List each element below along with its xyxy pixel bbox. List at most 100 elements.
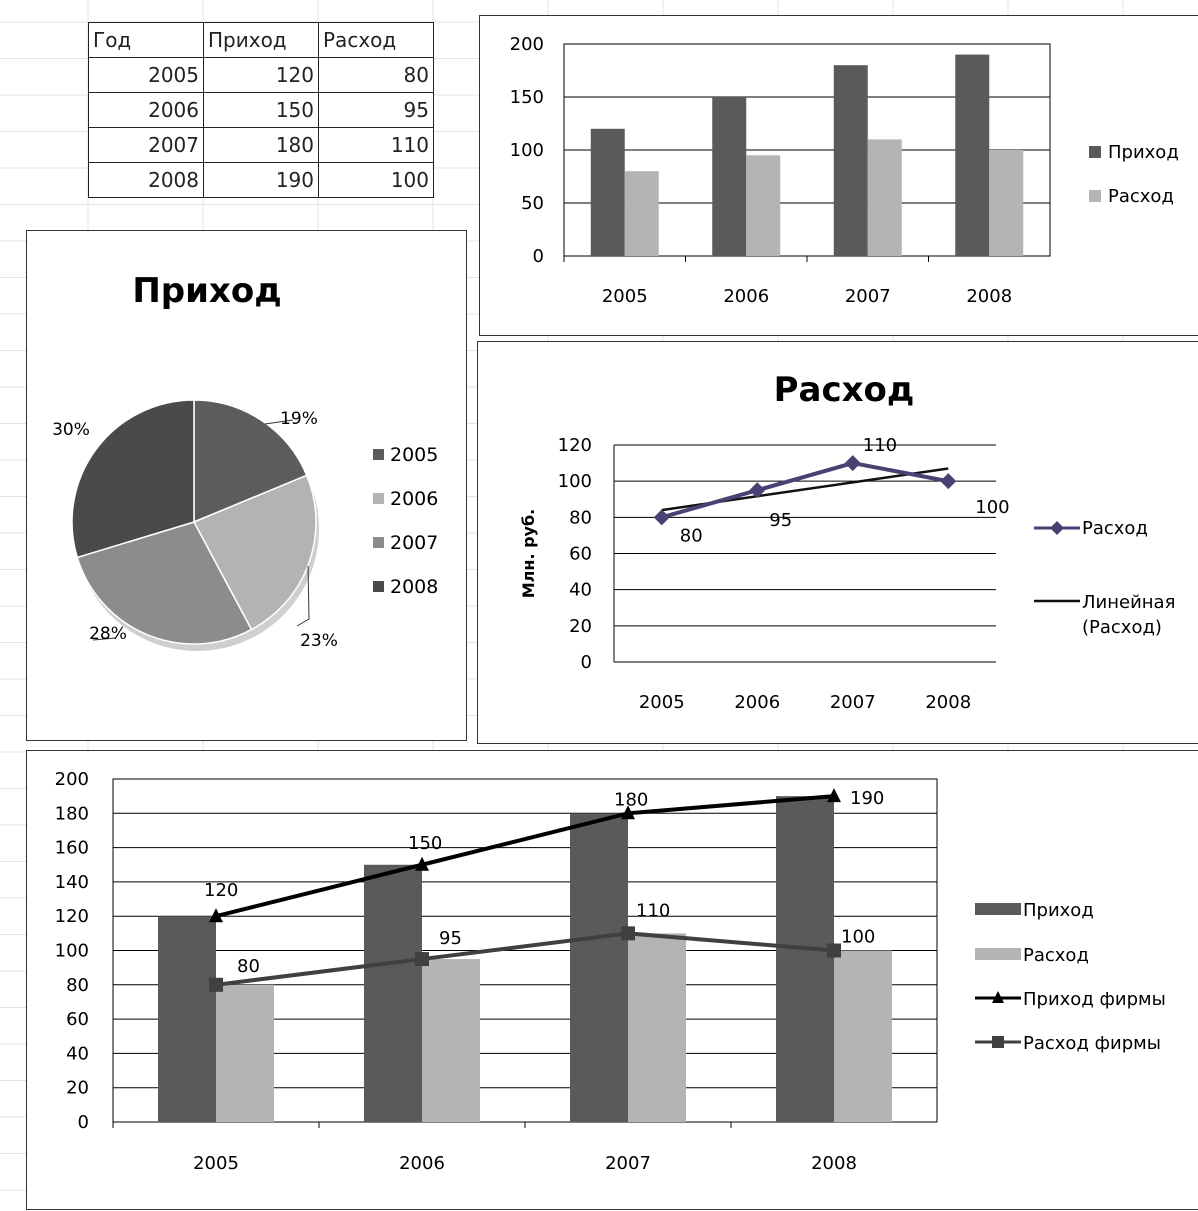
data-table: Год Приход Расход 2005 120 80 2006 150 9… bbox=[88, 22, 434, 198]
bar bbox=[955, 54, 990, 256]
y-tick-label: 80 bbox=[569, 507, 592, 528]
bar bbox=[158, 916, 216, 1122]
legend-label: Линейная (Расход) bbox=[1082, 592, 1175, 638]
chart-title: Приход bbox=[132, 271, 281, 311]
combo-chart-canvas: 0 20 40 60 80 100 120 140 160 180 200 2005 2006 2007 2… bbox=[55, 769, 1166, 1174]
legend-swatch bbox=[1089, 146, 1101, 158]
table-row: 2007 180 110 bbox=[88, 127, 434, 163]
x-tick-label: 2007 bbox=[845, 286, 891, 307]
pie-slice bbox=[193, 399, 308, 524]
table-cell[interactable]: 180 bbox=[203, 127, 319, 163]
bar bbox=[422, 959, 480, 1122]
legend-label: Приход фирмы bbox=[1023, 989, 1166, 1010]
header-income[interactable]: Приход bbox=[203, 22, 319, 58]
data-point bbox=[415, 856, 429, 871]
x-tick-label: 2007 bbox=[605, 1153, 651, 1174]
data-label: 95 bbox=[769, 510, 792, 531]
data-point bbox=[940, 473, 957, 490]
y-axis-label: Млн. руб. bbox=[519, 509, 538, 598]
bar bbox=[746, 155, 781, 256]
legend-label: 2005 bbox=[390, 444, 438, 466]
bar bbox=[590, 128, 625, 256]
legend-label: Расход bbox=[1023, 945, 1089, 966]
y-tick-label: 50 bbox=[521, 193, 544, 214]
bar-chart[interactable]: 0 50 100 150 200 2005 2006 2007 2008 Приход Расход bbox=[479, 15, 1198, 336]
y-tick-label: 150 bbox=[510, 87, 544, 108]
bar bbox=[628, 933, 686, 1122]
legend-swatch bbox=[1089, 190, 1101, 202]
series-line bbox=[215, 794, 835, 919]
data-label: 100 bbox=[975, 497, 1009, 518]
legend-label: Расход bbox=[1108, 186, 1174, 207]
table-cell[interactable]: 120 bbox=[203, 57, 319, 93]
bar bbox=[867, 139, 902, 256]
data-label: 19% bbox=[280, 409, 318, 429]
legend-label: Расход фирмы bbox=[1023, 1033, 1161, 1054]
table-cell[interactable]: 2007 bbox=[88, 127, 204, 163]
legend-marker bbox=[992, 991, 1004, 1003]
table-cell[interactable]: 2008 bbox=[88, 162, 204, 198]
y-tick-label: 160 bbox=[55, 838, 89, 859]
data-label: 80 bbox=[237, 956, 260, 977]
chart-title: Расход bbox=[774, 370, 915, 410]
legend-label-line: (Расход) bbox=[1082, 617, 1162, 638]
y-tick-label: 20 bbox=[569, 616, 592, 637]
header-year[interactable]: Год bbox=[88, 22, 204, 58]
pie-chart-canvas: Приход 19% 23% 28% 30% 2005 2006 2007 2008 bbox=[52, 271, 438, 651]
legend-marker bbox=[992, 1036, 1004, 1048]
legend-label-line: Линейная bbox=[1082, 592, 1175, 613]
line-chart[interactable]: Расход 0 20 40 60 80 100 120 Млн. руб. 2005 2006 20… bbox=[477, 341, 1198, 744]
data-label: 120 bbox=[204, 880, 238, 901]
table-cell[interactable]: 150 bbox=[203, 92, 319, 128]
y-tick-label: 180 bbox=[55, 803, 89, 824]
series-line bbox=[661, 461, 949, 520]
data-point bbox=[621, 805, 635, 820]
data-label: 150 bbox=[408, 833, 442, 854]
x-tick-label: 2006 bbox=[734, 692, 780, 713]
bar bbox=[834, 950, 892, 1122]
table-row: 2006 150 95 bbox=[88, 92, 434, 128]
bar-chart-canvas: 0 50 100 150 200 2005 2006 2007 2008 Приход Расход bbox=[510, 34, 1179, 307]
x-tick-label: 2008 bbox=[966, 286, 1012, 307]
combo-chart[interactable]: 0 20 40 60 80 100 120 140 160 180 200 2005 2006 2007 2… bbox=[26, 750, 1198, 1210]
table-header-row: Год Приход Расход bbox=[88, 22, 434, 58]
data-point bbox=[621, 926, 635, 941]
pie-slice bbox=[71, 399, 195, 559]
y-tick-label: 0 bbox=[533, 246, 544, 267]
x-tick-label: 2005 bbox=[193, 1153, 239, 1174]
x-tick-label: 2006 bbox=[723, 286, 769, 307]
data-point bbox=[209, 977, 223, 992]
bar bbox=[216, 984, 274, 1122]
table-cell[interactable]: 110 bbox=[318, 127, 434, 163]
bar bbox=[712, 97, 747, 256]
y-tick-label: 0 bbox=[78, 1112, 89, 1133]
legend-label: 2006 bbox=[390, 488, 438, 510]
data-point bbox=[844, 455, 861, 472]
table-cell[interactable]: 100 bbox=[318, 162, 434, 198]
x-tick-label: 2006 bbox=[399, 1153, 445, 1174]
y-tick-label: 60 bbox=[569, 544, 592, 565]
table-cell[interactable]: 95 bbox=[318, 92, 434, 128]
x-tick-label: 2005 bbox=[639, 692, 685, 713]
y-tick-label: 120 bbox=[55, 906, 89, 927]
bar bbox=[776, 796, 834, 1122]
y-tick-label: 100 bbox=[558, 471, 592, 492]
table-cell[interactable]: 2006 bbox=[88, 92, 204, 128]
y-tick-label: 60 bbox=[66, 1009, 89, 1030]
legend-swatch bbox=[373, 581, 384, 592]
table-cell[interactable]: 190 bbox=[203, 162, 319, 198]
leader-line bbox=[92, 637, 116, 641]
x-tick-label: 2005 bbox=[602, 286, 648, 307]
table-cell[interactable]: 2005 bbox=[88, 57, 204, 93]
bar bbox=[624, 171, 659, 256]
pie-chart[interactable]: Приход 19% 23% 28% 30% 2005 2006 2007 2008 bbox=[26, 230, 467, 741]
pie-slice bbox=[76, 521, 253, 645]
table-cell[interactable]: 80 bbox=[318, 57, 434, 93]
legend-swatch bbox=[373, 449, 384, 460]
data-point bbox=[827, 788, 841, 803]
legend-label: Расход bbox=[1082, 518, 1148, 539]
header-expense[interactable]: Расход bbox=[318, 22, 434, 58]
y-tick-label: 0 bbox=[581, 652, 592, 673]
data-point bbox=[209, 908, 223, 923]
leader-line bbox=[264, 419, 294, 425]
